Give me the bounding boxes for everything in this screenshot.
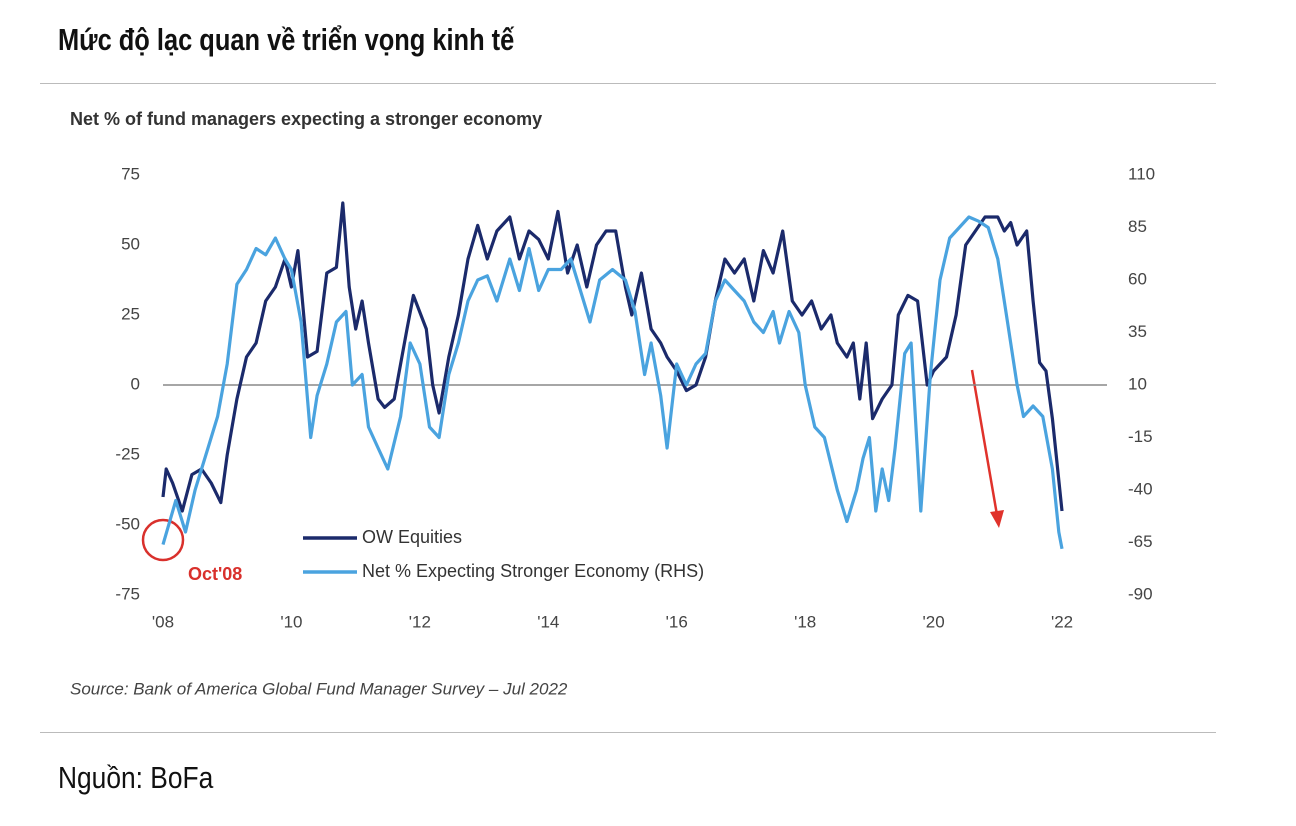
y-tick-label: 50 [121, 234, 140, 253]
highlight-circle [141, 518, 185, 562]
x-tick-label: '16 [666, 612, 688, 631]
x-tick-label: '12 [409, 612, 431, 631]
series-line [161, 215, 1064, 550]
y-tick-label: -25 [115, 444, 140, 463]
x-tick-label: '22 [1051, 612, 1073, 631]
arrow [970, 369, 999, 516]
y-tick-label: 75 [121, 164, 140, 183]
y2-tick-label: 10 [1128, 374, 1147, 393]
x-tick-label: '14 [537, 612, 559, 631]
y2-tick-label: 35 [1128, 322, 1147, 341]
y2-tick-label: -15 [1128, 427, 1153, 446]
y2-tick-label: 60 [1128, 269, 1147, 288]
y-tick-label: -50 [115, 514, 140, 533]
rule [40, 732, 1216, 733]
arrow-head [990, 510, 1004, 528]
y2-tick-label: -65 [1128, 532, 1153, 551]
heading: Mức độ lạc quan về triển vọng kinh tế [58, 22, 515, 57]
series-line [161, 201, 1064, 513]
annotation: Oct'08 [188, 564, 242, 584]
chart-title: Net % of fund managers expecting a stron… [70, 109, 542, 129]
source: Source: Bank of America Global Fund Mana… [70, 679, 568, 698]
y-tick-label: 0 [131, 374, 140, 393]
legend-label: OW Equities [362, 527, 462, 547]
y2-tick-label: 110 [1128, 164, 1155, 183]
y-tick-label: -75 [115, 584, 140, 603]
y2-tick-label: -90 [1128, 584, 1153, 603]
footer: Nguồn: BoFa [58, 760, 214, 795]
y2-tick-label: 85 [1128, 217, 1147, 236]
x-tick-label: '10 [280, 612, 302, 631]
x-tick-label: '08 [152, 612, 174, 631]
x-tick-label: '20 [923, 612, 945, 631]
legend-label: Net % Expecting Stronger Economy (RHS) [362, 561, 704, 581]
x-tick-label: '18 [794, 612, 816, 631]
rule [40, 83, 1216, 84]
y-tick-label: 25 [121, 304, 140, 323]
y2-tick-label: -40 [1128, 479, 1153, 498]
